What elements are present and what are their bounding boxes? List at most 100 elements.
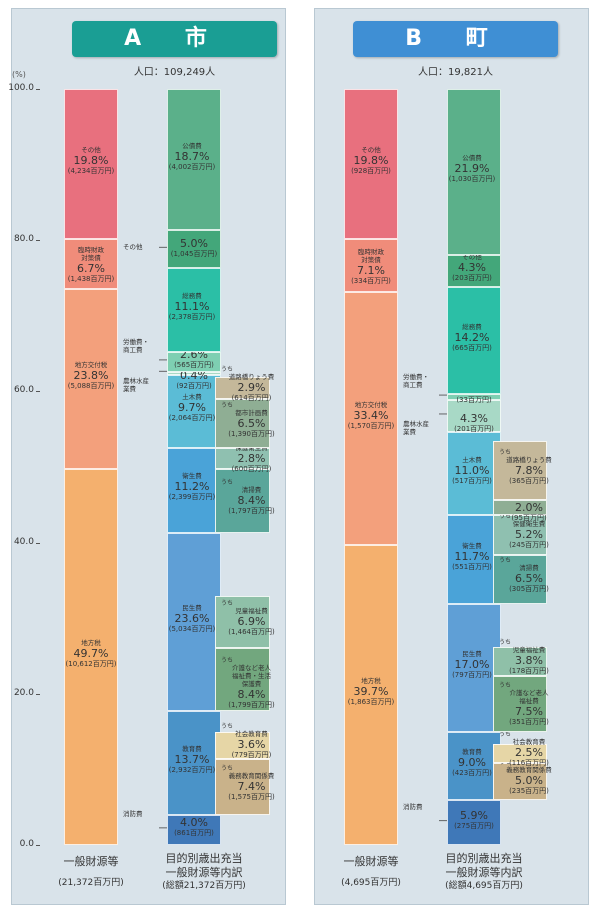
segment-name: その他: [81, 145, 101, 154]
segment-percent: 4.0%: [180, 815, 208, 829]
footer-expenditure-label: 目的別歳出充当 一般財源等内訳 (総額4,695百万円): [417, 852, 551, 892]
breakdown-name: 介護など老人福祉費・生活保護費: [232, 664, 271, 689]
segment-percent: 19.8%: [73, 153, 109, 167]
expenditure-segment: [447, 732, 501, 801]
breakdown-percent: 2.5%: [515, 746, 543, 760]
uchi-label: うち: [499, 759, 512, 767]
breakdown-name: 清掃費: [519, 564, 539, 573]
breakdown-name: 都市計画費: [235, 408, 268, 417]
segment-amount: (275百万円): [454, 821, 494, 830]
expenditure-segment: [167, 711, 221, 815]
segment-percent: 18.7%: [174, 149, 210, 163]
revenue-segment-label: 臨時財政対策債 7.1% (334百万円): [344, 248, 398, 286]
expenditure-segment: [167, 230, 221, 269]
segment-name: 土木費: [462, 455, 482, 464]
footer-amount: (4,695百万円): [341, 878, 401, 888]
segment-amount: (334百万円): [351, 276, 391, 285]
expenditure-segment-values: 5.9% (275百万円): [447, 809, 501, 831]
uchi-label: うち: [221, 365, 234, 373]
breakdown-segment-label: うち 都市計画費 6.5% (1,390百万円): [221, 402, 282, 439]
expenditure-segment: [447, 399, 501, 433]
segment-percent: 9.7%: [178, 401, 206, 415]
segment-name: 公債費: [182, 141, 202, 150]
revenue-segment: [344, 292, 398, 545]
segment-name: 民生費: [182, 603, 202, 612]
expenditure-segment-name: 消防費: [403, 802, 423, 811]
breakdown-percent: 2.0%: [515, 500, 543, 514]
breakdown-segment: [215, 758, 270, 815]
breakdown-percent: 7.5%: [515, 705, 543, 718]
segment-amount: (2,932百万円): [168, 765, 216, 774]
breakdown-segment: [493, 554, 547, 604]
breakdown-segment: [215, 398, 270, 449]
footer-revenue-label: 一般財源等 (4,695百万円): [324, 855, 418, 889]
breakdown-segment-label: うち 児童福祉費 6.9% (1,464百万円): [221, 600, 282, 637]
segment-name: 教育費: [182, 744, 202, 753]
revenue-segment-label: 地方税 39.7% (1,863百万円): [344, 677, 398, 707]
breakdown-amount: (1,575百万円): [228, 792, 275, 801]
segment-amount: (423百万円): [452, 769, 492, 778]
segment-amount: (4,002百万円): [168, 162, 216, 171]
segment-amount: (2,378百万円): [168, 313, 216, 322]
segment-name: 臨時財政対策債: [78, 246, 104, 262]
segment-percent: 4.3%: [460, 411, 488, 425]
breakdown-name: 社会教育費: [512, 738, 546, 747]
expenditure-segment-label: 総務費 14.2% (665百万円): [447, 323, 497, 353]
breakdown-segment: [215, 647, 270, 712]
revenue-segment: [64, 238, 118, 290]
segment-amount: (1,030百万円): [448, 174, 496, 183]
breakdown-amount: (365百万円): [509, 476, 549, 485]
breakdown-segment: [493, 675, 547, 733]
breakdown-segment-label: うち 介護など老人福祉費・生活保護費 8.4% (1,799百万円): [221, 657, 282, 710]
breakdown-segment-label: うち 清掃費 8.4% (1,797百万円): [221, 479, 282, 516]
breakdown-segment-label: うち 清掃費 6.5% (305百万円): [499, 557, 559, 594]
expenditure-segment-label: 土木費 11.0% (517百万円): [447, 456, 497, 486]
segment-name: 土木費: [182, 393, 202, 402]
segment-percent: 17.0%: [454, 658, 490, 672]
segment-percent: 23.8%: [73, 369, 109, 383]
breakdown-amount: (1,390百万円): [228, 429, 275, 438]
expenditure-segment: [447, 432, 501, 516]
uchi-label: うち: [221, 657, 234, 665]
breakdown-percent: 7.8%: [515, 463, 543, 477]
y-tick-mark: [36, 845, 40, 846]
breakdown-amount: (614百万円): [231, 393, 272, 402]
segment-amount: (5,088百万円): [67, 382, 115, 391]
y-tick-mark: [36, 693, 40, 695]
y-tick-label: 40.0: [13, 536, 34, 547]
segment-percent: 13.7%: [174, 752, 210, 766]
segment-amount: (2,064百万円): [168, 414, 216, 423]
expenditure-segment-values: 5.0% (1,045百万円): [167, 237, 221, 259]
segment-percent: 11.7%: [454, 549, 490, 563]
footer-label: 目的別歳出充当: [165, 852, 243, 865]
segment-amount: (10,612百万円): [65, 660, 117, 669]
uchi-label: うち: [221, 401, 234, 409]
breakdown-amount: (1,797百万円): [228, 507, 275, 516]
breakdown-percent: 6.5%: [237, 416, 266, 430]
y-tick-mark: [36, 240, 40, 242]
y-tick-label: 80.0: [13, 234, 34, 245]
segment-percent: 33.4%: [353, 408, 389, 422]
segment-name: 衛生費: [462, 541, 482, 550]
uchi-label: うち: [499, 513, 512, 521]
expenditure-segment-label: 公債費 21.9% (1,030百万円): [447, 154, 497, 184]
segment-amount: (1,863百万円): [347, 697, 395, 706]
revenue-segment: [344, 238, 398, 293]
segment-percent: 11.1%: [174, 300, 210, 314]
breakdown-name: 義務教育関係費: [228, 771, 275, 780]
breakdown-segment-label: うち 児童福祉費 3.8% (178百万円): [499, 639, 559, 676]
revenue-segment: [344, 89, 398, 239]
segment-amount: (4,234百万円): [67, 166, 115, 175]
segment-amount: (1,570百万円): [347, 421, 395, 430]
revenue-segment-label: 地方交付税 23.8% (5,088百万円): [64, 361, 118, 391]
expenditure-segment: [167, 89, 221, 231]
breakdown-name: 道路橋りょう費: [228, 372, 275, 381]
revenue-segment: [64, 469, 118, 845]
segment-amount: (861百万円): [174, 828, 214, 837]
revenue-segment: [344, 544, 398, 845]
segment-amount: (797百万円): [452, 671, 492, 680]
breakdown-segment-label: うち 義務教育関係費 7.4% (1,575百万円): [221, 765, 282, 802]
segment-percent: 5.0%: [180, 237, 208, 251]
expenditure-segment-values: 4.3% (201百万円): [447, 412, 501, 434]
footer-revenue-label: 一般財源等 (21,372百万円): [44, 855, 138, 889]
